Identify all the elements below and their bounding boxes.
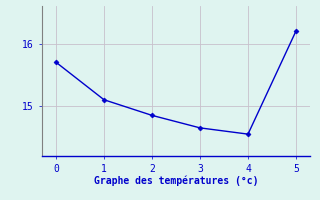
X-axis label: Graphe des températures (°c): Graphe des températures (°c) <box>94 175 258 186</box>
